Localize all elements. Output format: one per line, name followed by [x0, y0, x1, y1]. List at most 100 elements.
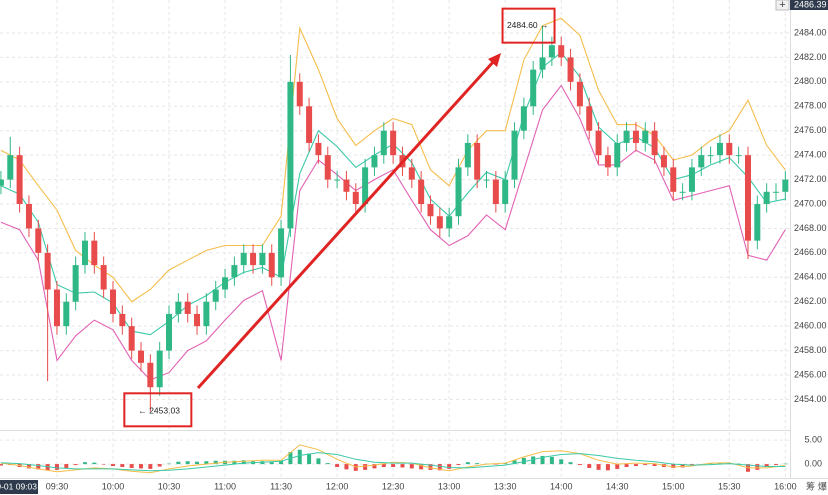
- candle-body: [530, 69, 537, 107]
- candle-body: [371, 155, 378, 168]
- candle-body: [698, 155, 705, 168]
- macd-bar: [643, 464, 648, 466]
- macd-bar: [521, 457, 526, 465]
- candle-body: [175, 301, 182, 314]
- x-tick-label: 16:00: [774, 481, 797, 491]
- candle-body: [7, 155, 14, 180]
- macd-bar: [587, 464, 592, 468]
- candle-body: [166, 313, 173, 351]
- candle-body: [334, 179, 341, 181]
- candle-body: [642, 130, 649, 143]
- add-icon[interactable]: +: [779, 0, 785, 11]
- macd-bar: [764, 464, 769, 467]
- macd-bar: [596, 464, 601, 470]
- macd-bar: [101, 464, 106, 465]
- y-tick-label: 2462.00: [794, 296, 827, 306]
- macd-bar: [176, 461, 181, 465]
- y-tick-label: 2468.00: [794, 223, 827, 233]
- footer-icon[interactable]: 爆: [818, 480, 827, 491]
- candle-body: [119, 313, 126, 327]
- macd-bar: [73, 464, 78, 466]
- candle-body: [44, 252, 51, 290]
- crosshair-label-bg: [0, 480, 38, 494]
- macd-bar: [36, 464, 41, 470]
- candle-body: [716, 142, 723, 156]
- macd-bar: [577, 464, 582, 466]
- candle-body: [315, 142, 322, 156]
- macd-bar: [680, 464, 685, 468]
- macd-bar: [540, 455, 545, 465]
- macd-bar: [297, 449, 302, 465]
- candle-body: [763, 191, 770, 205]
- macd-bar: [615, 464, 620, 469]
- candle-body: [268, 252, 275, 278]
- candle-body: [782, 179, 789, 192]
- macd-bar: [419, 464, 424, 470]
- macd-bar: [26, 464, 31, 469]
- candle-body: [623, 130, 630, 143]
- macd-bar: [129, 464, 134, 468]
- y-tick-label: 2480.00: [794, 76, 827, 86]
- macd-bar: [559, 459, 564, 465]
- x-tick-label: 11:30: [270, 481, 292, 491]
- x-tick-label: 09:30: [46, 481, 69, 491]
- candle-body: [259, 252, 266, 266]
- candle-body: [287, 81, 294, 229]
- macd-line: [0, 444, 786, 474]
- annotation-label: ← 2453.03: [138, 406, 180, 416]
- candle-body: [306, 106, 313, 143]
- x-tick-label: 10:00: [102, 481, 125, 491]
- candle-body: [156, 350, 163, 388]
- trend-arrow: [196, 59, 496, 390]
- y-tick-label: 5.00: [804, 435, 822, 445]
- y-tick-label: 2454.00: [794, 394, 827, 404]
- macd-bar: [279, 460, 284, 465]
- candle-body: [660, 155, 667, 168]
- macd-bar: [633, 464, 638, 467]
- candle-body: [16, 155, 23, 205]
- macd-bar: [0, 464, 3, 466]
- x-tick-label: 15:00: [662, 481, 685, 491]
- macd-bar: [456, 464, 461, 466]
- grid-layer: [0, 0, 790, 478]
- candle-body: [203, 301, 210, 327]
- candle-body: [35, 228, 42, 253]
- macd-bar: [400, 464, 405, 468]
- macd-bar: [409, 464, 414, 469]
- macd-bar: [391, 464, 396, 467]
- candle-body: [128, 326, 135, 351]
- macd-bar: [437, 464, 442, 471]
- candle-body: [436, 216, 443, 229]
- candle-body: [474, 142, 481, 180]
- y-tick-label: 2470.00: [794, 198, 827, 208]
- y-tick-label: 2456.00: [794, 369, 827, 379]
- macd-bar: [213, 460, 218, 465]
- macd-bar: [671, 464, 676, 468]
- y-tick-label: 0.00: [804, 458, 822, 468]
- candle-body: [595, 130, 602, 156]
- footer-icon[interactable]: 筹: [806, 480, 815, 491]
- candle-body: [0, 179, 4, 186]
- macd-bar: [195, 461, 200, 465]
- annotation-box: [501, 7, 556, 44]
- macd-bar: [204, 461, 209, 465]
- candle-body: [502, 179, 509, 205]
- marks-layer: ← 2453.03 2484.60 →: [0, 7, 789, 474]
- candle-body: [418, 179, 425, 205]
- candle-body: [455, 167, 462, 217]
- candle-body: [390, 130, 397, 156]
- candle-body: [707, 155, 714, 157]
- macd-bar: [428, 464, 433, 470]
- y-tick-label: 2472.00: [794, 174, 827, 184]
- add-button[interactable]: [775, 0, 790, 11]
- macd-bar: [307, 453, 312, 465]
- macd-bar: [605, 464, 610, 471]
- candle-body: [362, 167, 369, 205]
- candle-body: [212, 289, 219, 302]
- x-tick-label: 14:30: [606, 481, 629, 491]
- candle-body: [511, 130, 518, 180]
- x-tick-label: 15:30: [718, 481, 741, 491]
